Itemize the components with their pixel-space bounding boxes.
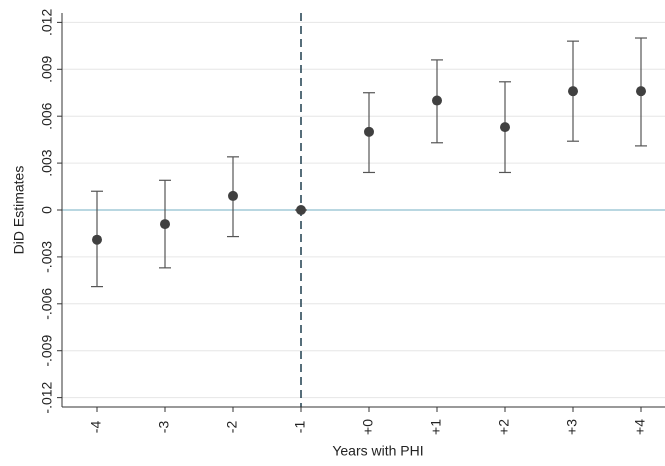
- point: [500, 122, 510, 133]
- x-tick-label: +4: [632, 419, 648, 435]
- point: [92, 234, 102, 245]
- point: [568, 86, 578, 97]
- y-tick-label: -.006: [39, 288, 55, 320]
- y-tick-label: -.012: [39, 381, 55, 413]
- point: [228, 190, 238, 201]
- y-tick-label: .009: [39, 55, 55, 82]
- x-tick-label: +3: [564, 419, 580, 435]
- x-axis-title: Years with PHI: [332, 443, 423, 459]
- x-tick-label: +2: [496, 419, 512, 435]
- point: [636, 86, 646, 97]
- x-tick-label: +1: [428, 419, 444, 435]
- x-tick-label: -2: [224, 421, 240, 434]
- y-tick-label: .012: [39, 9, 55, 36]
- point: [296, 205, 306, 215]
- y-tick-label: -.009: [39, 335, 55, 367]
- x-tick-label: -1: [292, 421, 308, 434]
- y-tick-label: .003: [39, 149, 55, 176]
- y-tick-label: 0: [39, 206, 55, 214]
- y-tick-label: -.003: [39, 241, 55, 273]
- point: [364, 126, 374, 137]
- x-tick-label: -3: [156, 421, 172, 434]
- point: [432, 95, 442, 106]
- y-tick-label: .006: [39, 102, 55, 129]
- point: [160, 219, 170, 230]
- x-tick-label: +0: [360, 419, 376, 435]
- x-tick-label: -4: [88, 421, 104, 434]
- y-axis-title: DiD Estimates: [11, 166, 27, 255]
